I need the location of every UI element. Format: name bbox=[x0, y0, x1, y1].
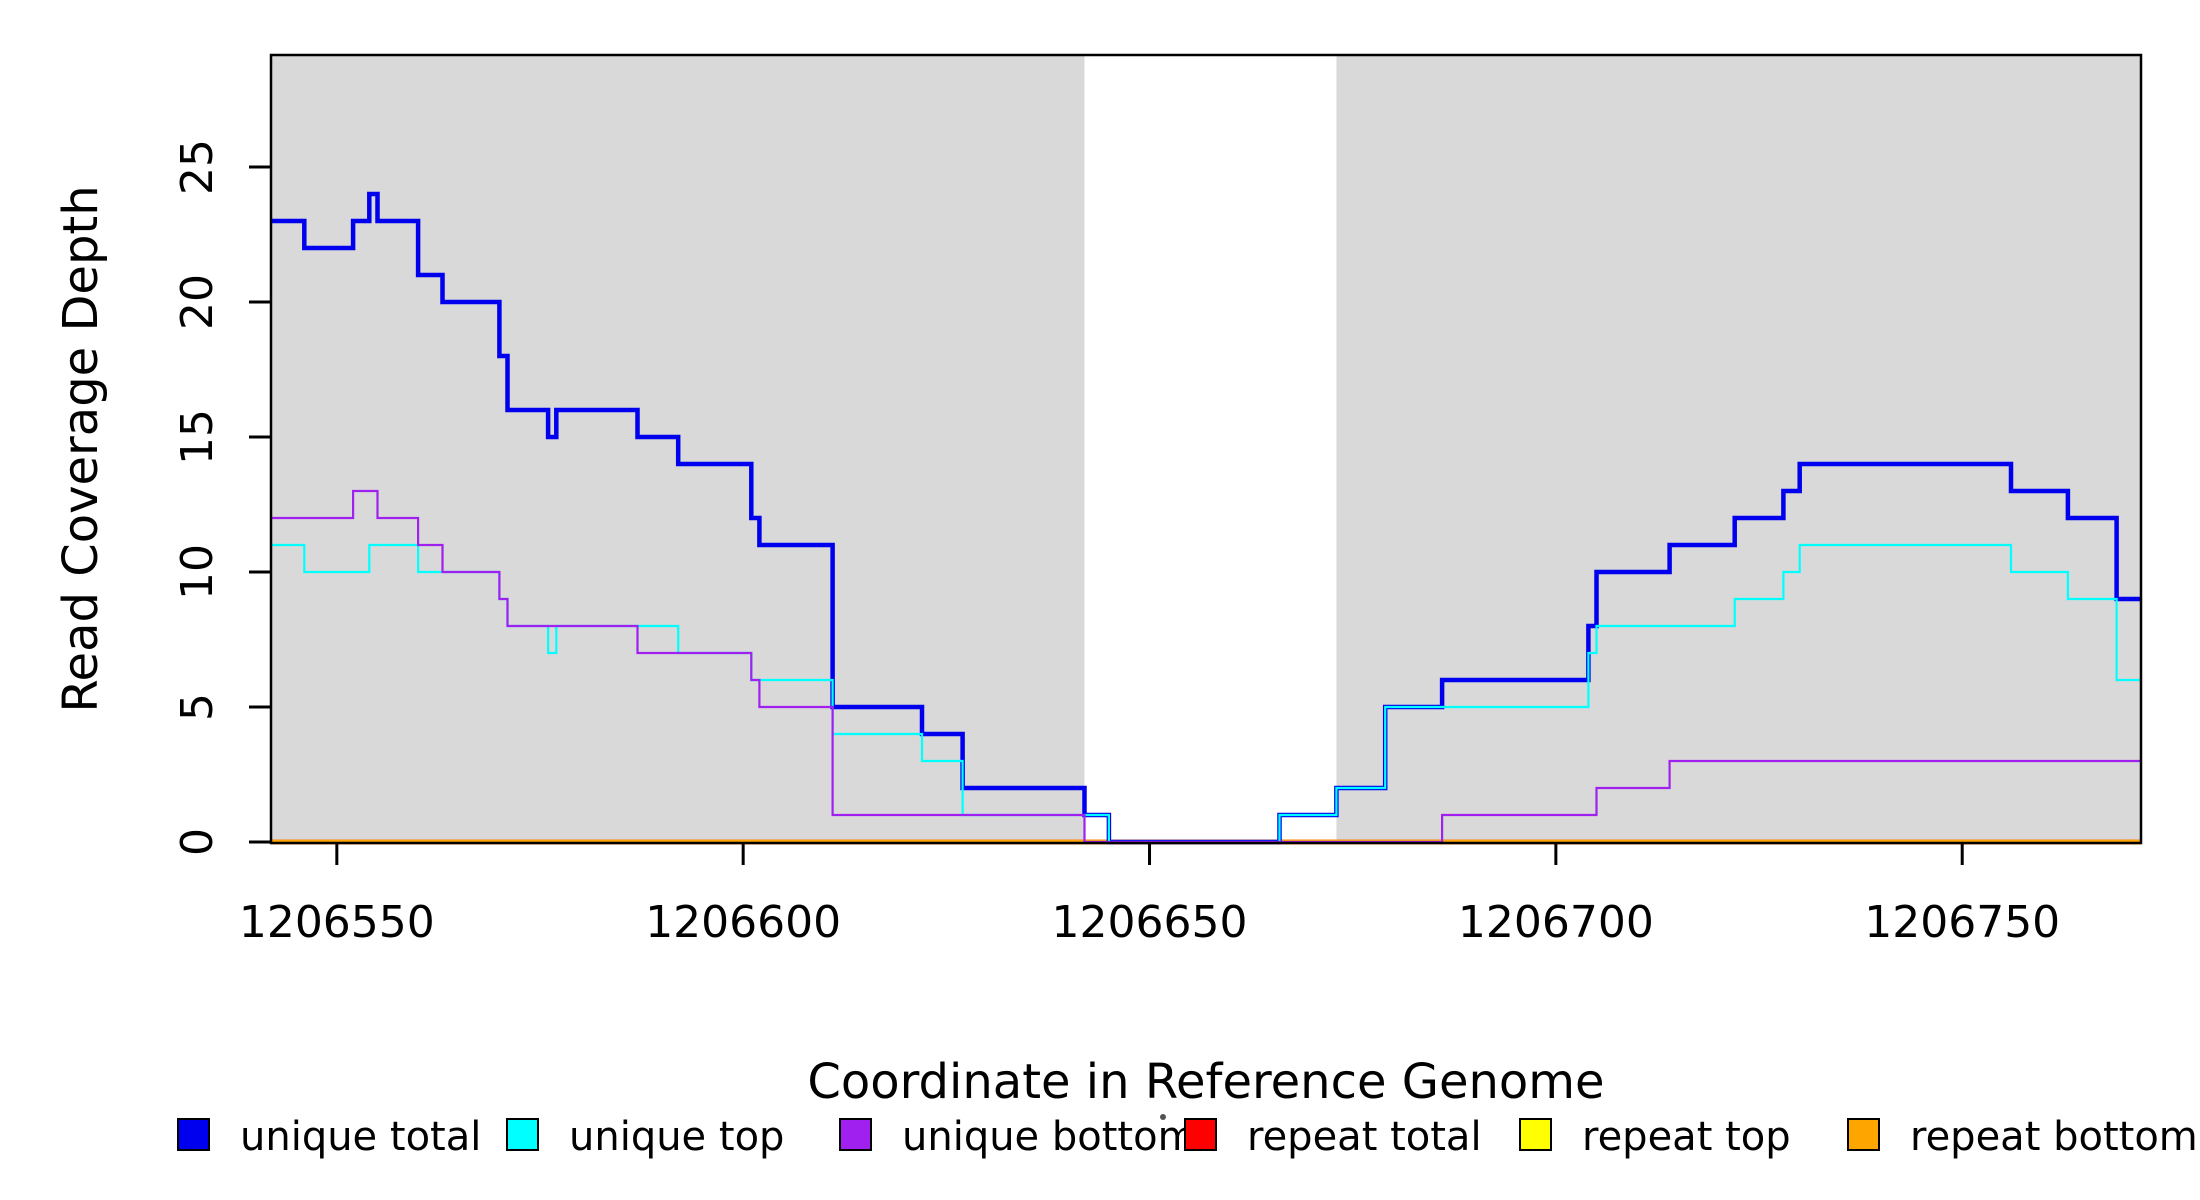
y-tick-label: 0 bbox=[172, 828, 223, 856]
legend-label-repeat-bottom: repeat bottom bbox=[1910, 1114, 2198, 1160]
y-tick-label: 20 bbox=[172, 274, 223, 330]
x-tick-label: 1206550 bbox=[239, 897, 435, 948]
plot-border bbox=[269, 53, 2143, 845]
legend-swatch-unique-total bbox=[177, 1118, 210, 1151]
y-axis-title: Read Coverage Depth bbox=[53, 185, 109, 712]
legend-label-repeat-total: repeat total bbox=[1247, 1114, 1482, 1160]
legend-swatch-unique-bottom bbox=[839, 1118, 872, 1151]
y-tick-label: 25 bbox=[172, 139, 223, 195]
axes-layer: 1206550 1206600 1206650 1206700 1206750 0 5 10 1… bbox=[172, 53, 2143, 948]
x-tick-label: 1206650 bbox=[1052, 897, 1248, 948]
legend-label-repeat-top: repeat top bbox=[1582, 1114, 1791, 1160]
y-tick-label: 5 bbox=[172, 693, 223, 721]
legend-label-unique-total: unique total bbox=[240, 1114, 481, 1160]
legend-swatch-repeat-top bbox=[1519, 1118, 1552, 1151]
shaded-region bbox=[1336, 55, 2141, 843]
series-line-unique-bottom bbox=[271, 489, 2141, 844]
y-tick-label: 10 bbox=[172, 544, 223, 600]
legend-swatch-repeat-total bbox=[1184, 1118, 1217, 1151]
legend: unique total unique top unique bottom repea… bbox=[177, 1114, 2198, 1160]
legend-swatch-unique-top bbox=[506, 1118, 539, 1151]
x-tick-label: 1206600 bbox=[645, 897, 841, 948]
x-axis-title: Coordinate in Reference Genome bbox=[807, 1054, 1604, 1110]
legend-label-unique-top: unique top bbox=[569, 1114, 784, 1160]
y-tick-label: 15 bbox=[172, 409, 223, 465]
x-tick-label: 1206750 bbox=[1864, 897, 2060, 948]
series-line-unique-total bbox=[271, 191, 2141, 845]
x-tick-label: 1206700 bbox=[1458, 897, 1654, 948]
legend-swatch-repeat-bottom bbox=[1847, 1118, 1880, 1151]
legend-label-unique-bottom: unique bottom bbox=[902, 1114, 1197, 1160]
panel-shading-layer bbox=[271, 55, 2141, 843]
stray-mark bbox=[1160, 1114, 1166, 1120]
